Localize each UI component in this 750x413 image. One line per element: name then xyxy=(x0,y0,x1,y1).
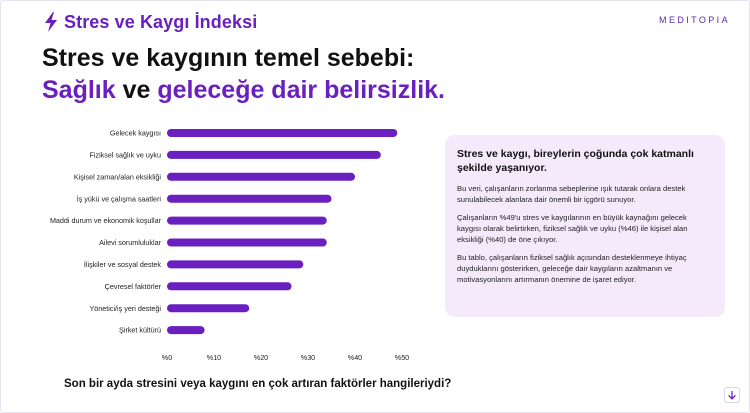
bar xyxy=(167,282,292,291)
insight-card: Stres ve kaygı, bireylerin çoğunda çok k… xyxy=(445,135,725,317)
category-label: Şirket kültürü xyxy=(119,326,161,335)
x-tick-label: %20 xyxy=(254,353,268,362)
title-connector: ve xyxy=(115,76,158,104)
bar xyxy=(167,260,304,269)
title-highlight-future: geleceğe dair belirsizlik. xyxy=(157,76,445,104)
bar xyxy=(167,304,250,313)
bar xyxy=(167,172,355,181)
insight-paragraph-3: Bu tablo, çalışanların fiziksel sağlık a… xyxy=(457,253,687,284)
x-tick-label: %40 xyxy=(348,353,362,362)
category-label: İlişkiler ve sosyal destek xyxy=(84,260,161,269)
horizontal-bar-chart: Gelecek kaygısı Fiziksel sağlık ve uyku Ki… xyxy=(50,129,409,362)
brand-header: Stres ve Kaygı İndeksi xyxy=(44,10,257,34)
x-tick-label: %50 xyxy=(395,353,409,362)
bar xyxy=(167,150,381,159)
arrow-down-icon xyxy=(728,390,736,400)
bar xyxy=(167,238,327,247)
scroll-down-button[interactable] xyxy=(724,387,740,403)
brand-title: Stres ve Kaygı İndeksi xyxy=(64,11,258,32)
category-label: Fiziksel sağlık ve uyku xyxy=(90,151,162,160)
category-label: Gelecek kaygısı xyxy=(110,129,161,138)
x-tick-label: %30 xyxy=(301,353,315,362)
title-highlight-health: Sağlık xyxy=(42,76,116,104)
insight-paragraph-2: Çalışanların %49'u stres ve kaygılarının… xyxy=(457,213,688,244)
bar xyxy=(167,326,205,335)
lightning-bolt-icon xyxy=(45,12,57,32)
bar xyxy=(167,194,332,203)
category-label: Kişisel zaman/alan eksikliği xyxy=(74,172,161,181)
x-tick-label: %10 xyxy=(207,353,221,362)
survey-question: Son bir ayda stresini veya kaygını en ço… xyxy=(64,378,452,390)
insight-paragraph-1: Bu veri, çalışanların zorlanma sebepleri… xyxy=(457,184,686,204)
category-label: Ailevi sorumluluklar xyxy=(99,238,162,247)
category-label: Maddi durum ve ekonomik koşullar xyxy=(50,216,162,225)
meditopia-logo: MEDITOPIA xyxy=(659,15,730,25)
category-label: Çevresel faktörler xyxy=(105,282,162,291)
x-tick-label: %0 xyxy=(162,353,172,362)
category-label: İş yükü ve çalışma saatleri xyxy=(77,194,162,203)
insight-heading: Stres ve kaygı, bireylerin çoğunda çok k… xyxy=(457,148,694,174)
title-line-1: Stres ve kaygının temel sebebi: xyxy=(42,44,415,72)
bar xyxy=(167,129,398,137)
bar xyxy=(167,216,327,225)
page-title: Stres ve kaygının temel sebebi: Sağlık v… xyxy=(42,42,562,106)
category-label: Yönetici/iş yeri desteği xyxy=(89,304,161,313)
title-line-2: Sağlık ve geleceğe dair belirsizlik. xyxy=(42,74,562,106)
